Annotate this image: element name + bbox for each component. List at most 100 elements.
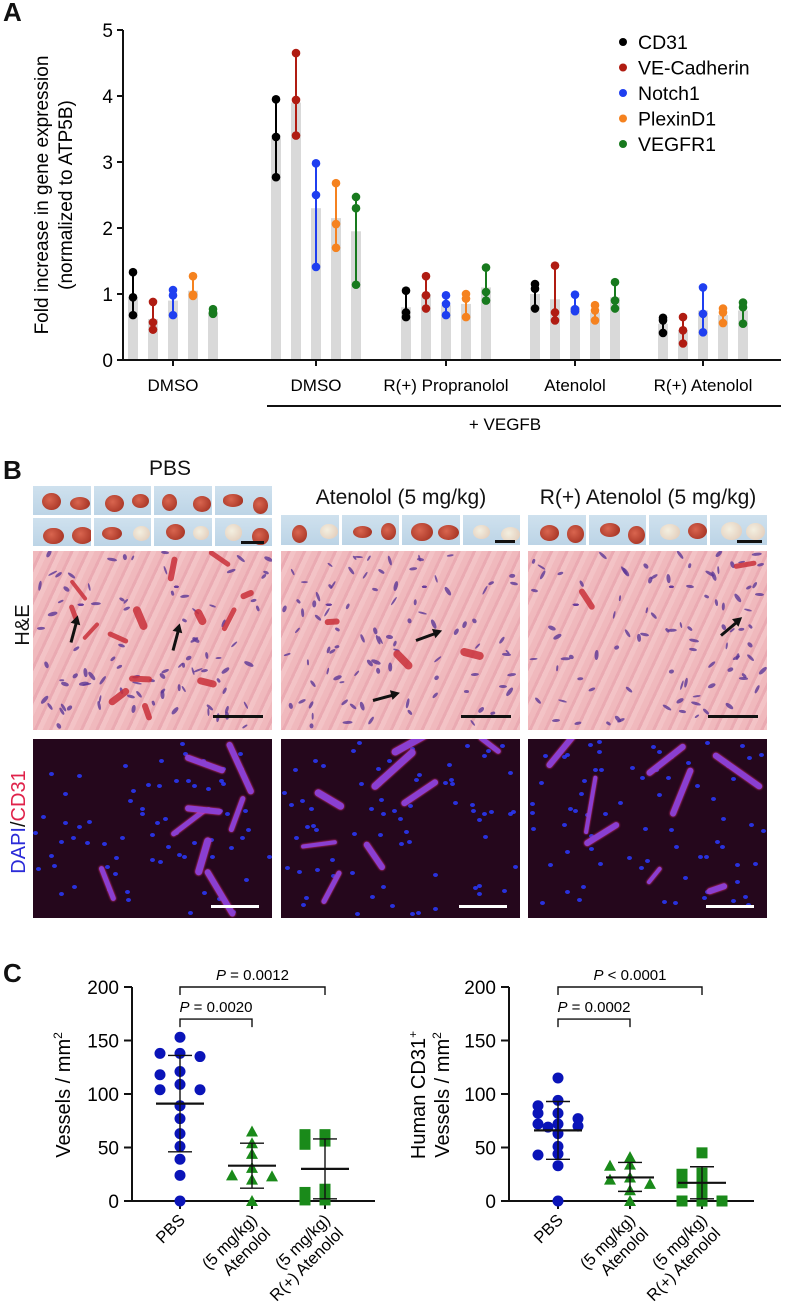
data-point bbox=[128, 267, 138, 277]
data-point bbox=[331, 178, 341, 188]
dapi-nucleus bbox=[58, 839, 64, 844]
data-point bbox=[738, 319, 748, 329]
nucleus bbox=[507, 672, 517, 677]
dapi-nucleus bbox=[705, 740, 711, 745]
label-separator: / bbox=[8, 821, 30, 828]
dapi-nucleus bbox=[599, 767, 605, 772]
dapi-nucleus bbox=[502, 888, 508, 893]
y-axis-title: Vessels / mm2 bbox=[51, 1032, 75, 1158]
data-point bbox=[550, 261, 560, 270]
dapi-nucleus bbox=[330, 857, 336, 862]
nucleus bbox=[190, 667, 195, 676]
dapi-nucleus bbox=[177, 853, 183, 858]
data-point bbox=[331, 219, 341, 229]
y-tick-label: 100 bbox=[87, 1085, 119, 1106]
nucleus bbox=[413, 598, 418, 606]
dapi-nucleus bbox=[76, 824, 82, 829]
dapi-nucleus bbox=[452, 800, 458, 805]
legend-marker bbox=[619, 89, 627, 97]
nucleus bbox=[122, 606, 131, 612]
data-point bbox=[550, 308, 560, 317]
nucleus bbox=[367, 715, 375, 725]
data-point bbox=[188, 291, 198, 301]
dapi-nucleus bbox=[105, 865, 111, 870]
bar bbox=[128, 297, 138, 360]
dapi-nucleus bbox=[72, 884, 78, 889]
blood-vessel bbox=[577, 587, 596, 611]
scale-bar bbox=[213, 715, 263, 718]
bar bbox=[550, 299, 560, 360]
p-value-label: P < 0.0001 bbox=[594, 967, 667, 984]
nucleus bbox=[645, 607, 649, 613]
dapi-nucleus bbox=[702, 895, 708, 900]
nucleus bbox=[716, 565, 720, 575]
data-point bbox=[246, 1195, 258, 1206]
dapi-nucleus bbox=[414, 778, 420, 783]
nucleus bbox=[161, 551, 170, 555]
organoid-thumbnail bbox=[154, 517, 212, 546]
nucleus bbox=[751, 581, 758, 589]
cd31-vessel bbox=[706, 883, 728, 896]
y-tick-label: 200 bbox=[87, 978, 119, 999]
dapi-nucleus bbox=[530, 810, 536, 815]
dapi-nucleus bbox=[242, 809, 248, 814]
nucleus bbox=[386, 554, 393, 566]
data-point bbox=[698, 327, 708, 337]
nucleus bbox=[99, 675, 107, 685]
data-point bbox=[291, 131, 301, 140]
nucleus bbox=[200, 668, 209, 673]
nucleus bbox=[130, 555, 135, 562]
dapi-nucleus bbox=[125, 897, 131, 902]
dapi-nucleus bbox=[123, 763, 129, 768]
nucleus bbox=[714, 551, 724, 558]
data-point bbox=[311, 190, 321, 200]
blood-vessel bbox=[82, 621, 100, 641]
nucleus bbox=[326, 561, 334, 568]
arrow-icon bbox=[171, 622, 185, 651]
data-point bbox=[678, 339, 688, 348]
organoid bbox=[411, 523, 433, 541]
dapi-nucleus bbox=[562, 755, 568, 760]
bar bbox=[331, 218, 341, 360]
dapi-nucleus bbox=[602, 811, 608, 816]
y-tick-label: 0 bbox=[485, 1192, 496, 1213]
dapi-nucleus bbox=[669, 828, 675, 833]
y-tick-label: 1 bbox=[102, 285, 113, 306]
dapi-nucleus bbox=[390, 903, 396, 908]
nucleus bbox=[746, 641, 754, 649]
dapi-nucleus bbox=[76, 773, 82, 778]
dapi-nucleus bbox=[378, 832, 384, 837]
data-point bbox=[441, 310, 451, 320]
nucleus bbox=[347, 566, 355, 575]
dapi-nucleus bbox=[163, 817, 169, 822]
y-tick-label: 150 bbox=[464, 1032, 496, 1053]
nucleus bbox=[309, 723, 314, 729]
data-point bbox=[550, 316, 560, 325]
nucleus bbox=[377, 567, 386, 574]
dapi-nucleus bbox=[71, 835, 77, 840]
dapi-nucleus bbox=[433, 873, 439, 878]
dapi-nucleus bbox=[186, 778, 192, 783]
nucleus bbox=[334, 626, 341, 632]
x-tick-label: R(+) Atenolol bbox=[654, 376, 753, 395]
dapi-nucleus bbox=[240, 836, 246, 841]
y-tick-label: 0 bbox=[108, 1192, 119, 1213]
nucleus bbox=[295, 598, 302, 604]
scale-bar bbox=[461, 715, 511, 718]
organoid-thumbnail bbox=[649, 515, 707, 545]
data-point bbox=[208, 309, 218, 319]
dapi-nucleus bbox=[119, 836, 125, 841]
dapi-nucleus bbox=[592, 768, 598, 773]
dapi-nucleus bbox=[656, 749, 662, 754]
dapi-nucleus bbox=[311, 824, 317, 829]
dapi-nucleus bbox=[387, 758, 393, 763]
nucleus bbox=[501, 653, 511, 657]
data-point bbox=[461, 312, 471, 322]
dapi-nucleus bbox=[112, 872, 118, 877]
x-tick-label: DMSO bbox=[148, 376, 199, 395]
y-tick-label: 200 bbox=[464, 978, 496, 999]
nucleus bbox=[756, 562, 764, 568]
data-point bbox=[624, 1151, 636, 1163]
dapi-nucleus bbox=[398, 817, 404, 822]
dapi-nucleus bbox=[139, 811, 145, 816]
